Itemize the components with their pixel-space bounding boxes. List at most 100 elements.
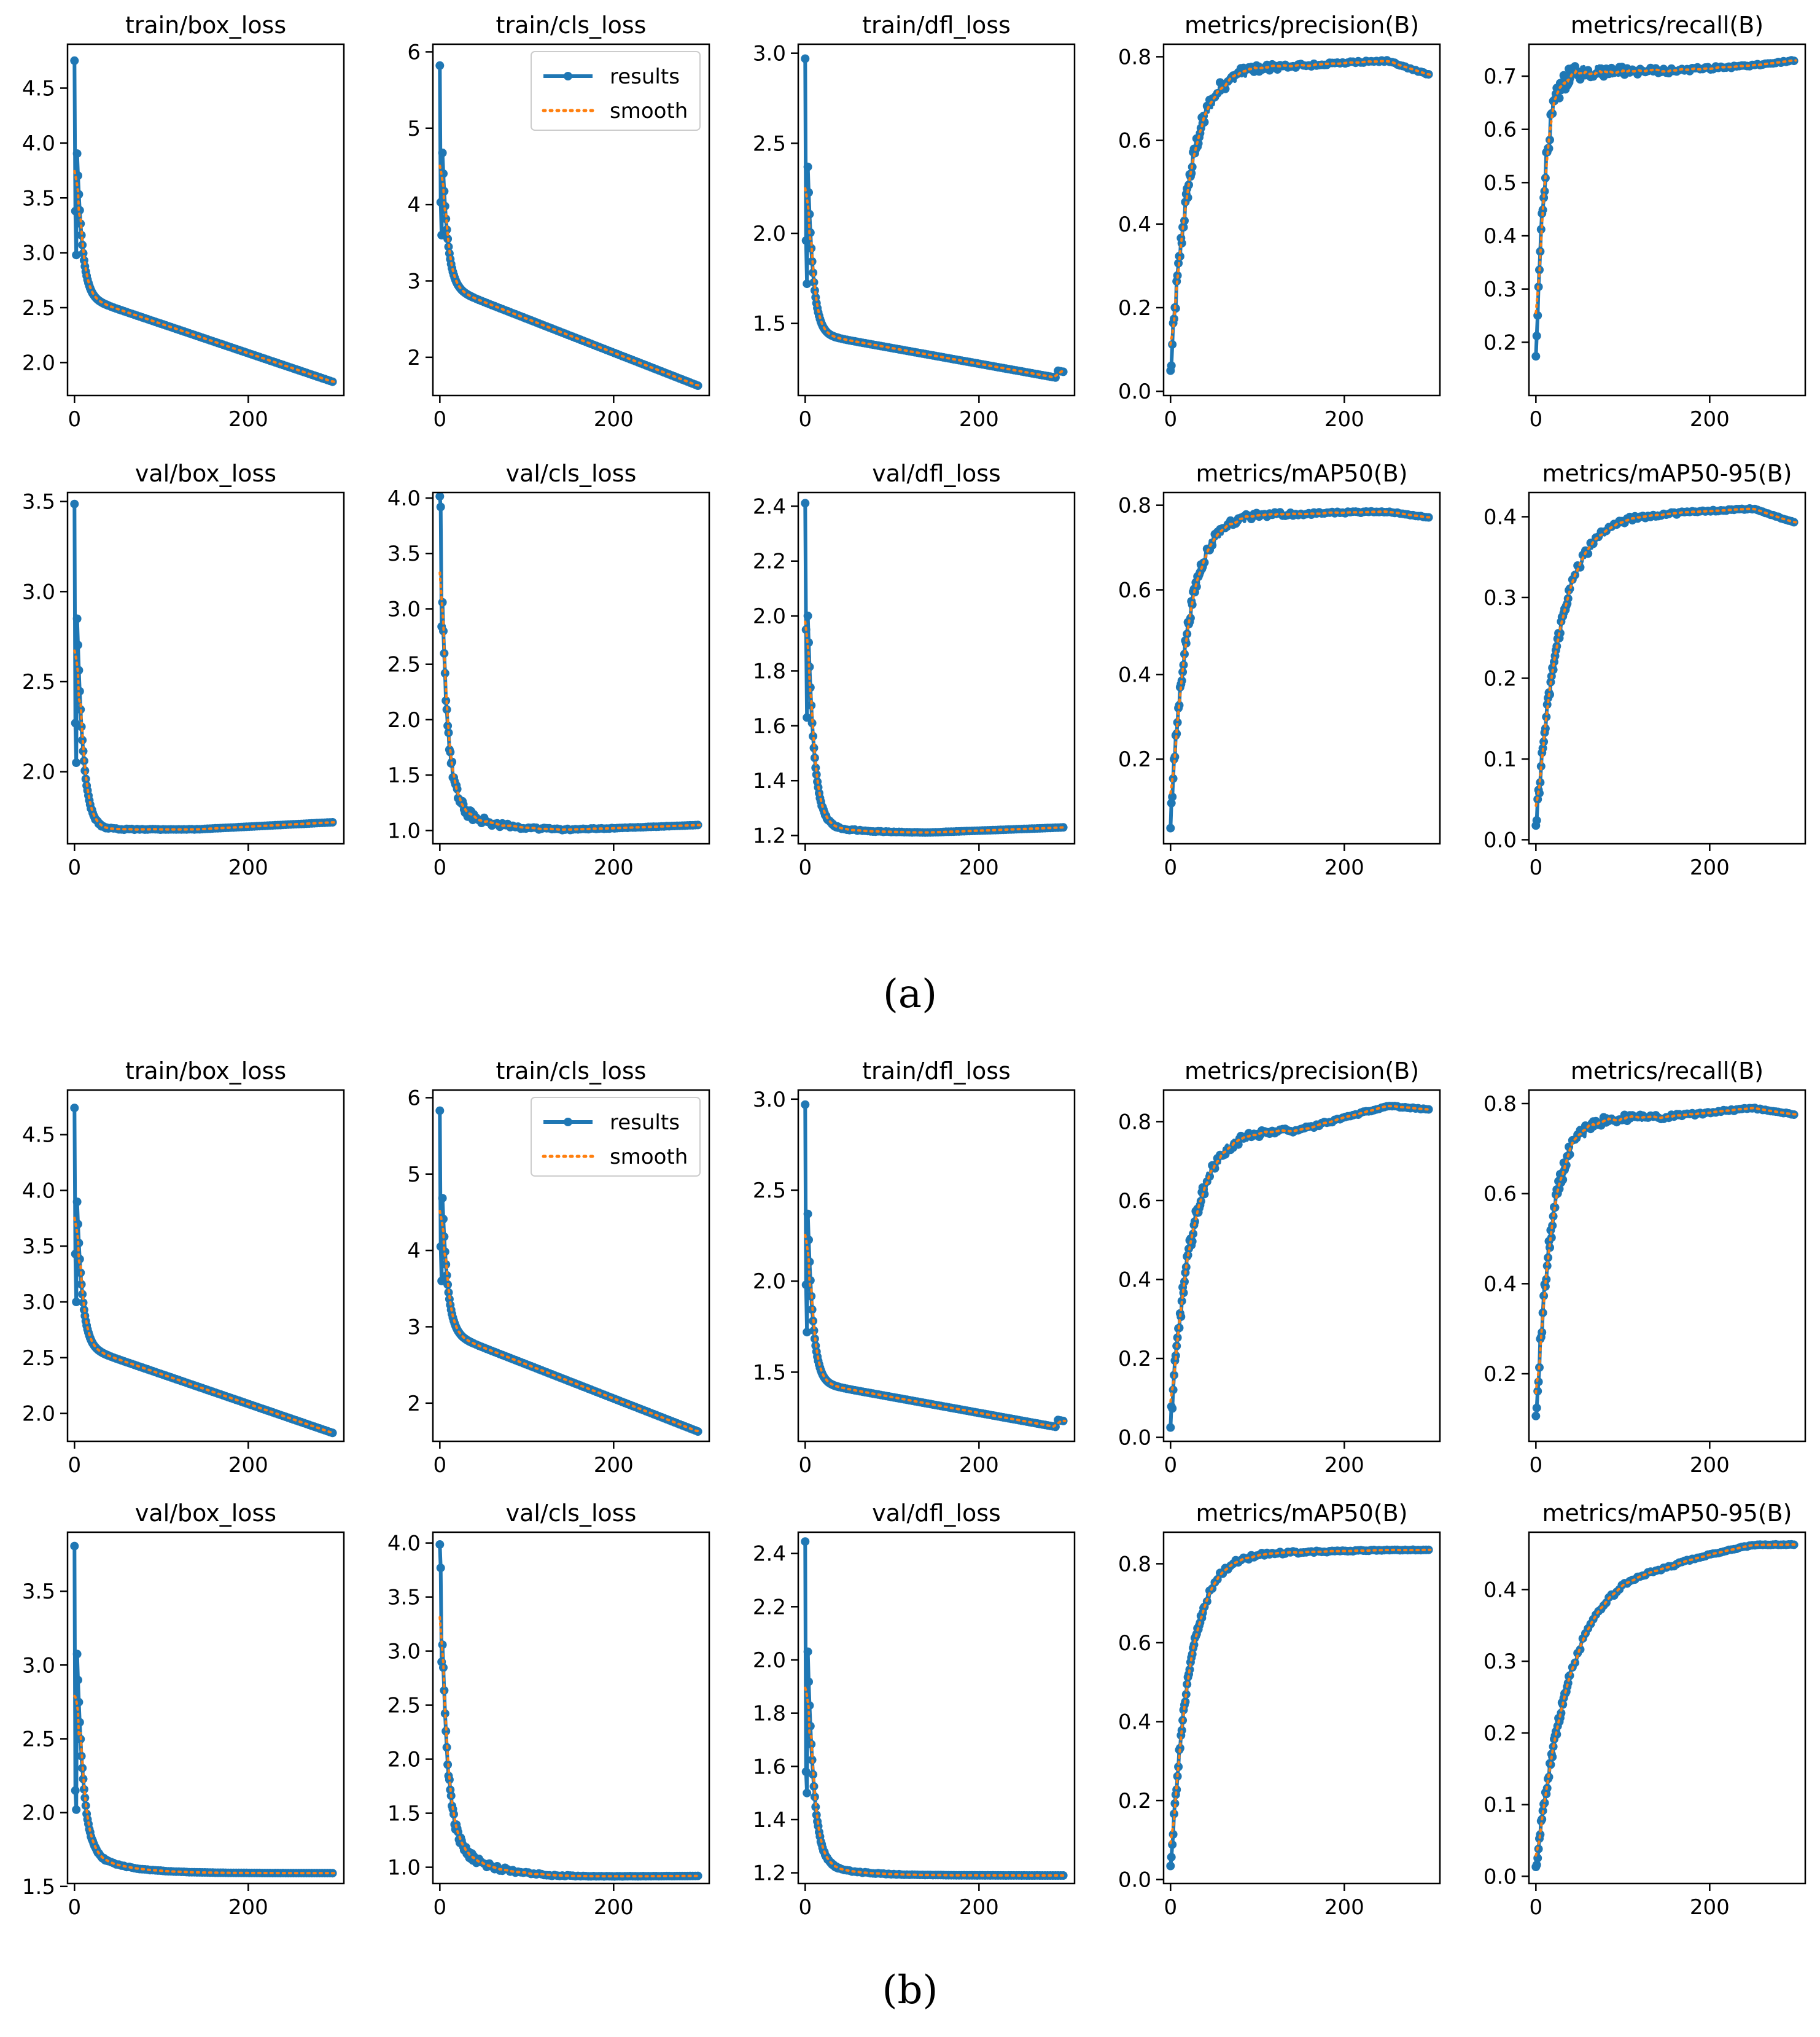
y-tick-label: 1.0 xyxy=(387,819,421,843)
x-tick-label: 0 xyxy=(799,407,812,432)
y-tick-label: 0.0 xyxy=(1118,380,1151,404)
y-tick-label: 2.5 xyxy=(753,1178,786,1203)
results-line xyxy=(438,1544,701,1879)
y-tick-label: 0.6 xyxy=(1118,578,1151,603)
plot-frame xyxy=(66,1089,345,1443)
data-point xyxy=(1565,74,1574,83)
chart-b4: metrics/precision(B) 0 200 0.0 0.2 0.4 0.6 0.8 xyxy=(1118,1057,1441,1478)
chart-title: train/dfl_loss xyxy=(862,12,1011,39)
legend-smooth-label: smooth xyxy=(610,99,688,123)
data-point xyxy=(72,614,82,623)
chart-title: metrics/mAP50(B) xyxy=(1196,460,1408,487)
smooth-line xyxy=(438,165,701,387)
data-point xyxy=(1167,361,1176,370)
data-point xyxy=(75,1718,84,1727)
figure-label-b: (b) xyxy=(882,1968,938,2013)
results-line xyxy=(1534,506,1797,826)
chart-a6: val/box_loss 0 200 2.0 2.5 3.0 3.5 xyxy=(22,460,345,880)
data-point xyxy=(807,701,816,710)
data-point xyxy=(1172,729,1181,738)
results-markers xyxy=(70,1541,337,1878)
data-point xyxy=(1177,239,1186,247)
y-tick-label: 0.2 xyxy=(1118,296,1151,321)
y-tick-label: 0.2 xyxy=(1484,666,1517,691)
y-tick-label: 1.4 xyxy=(753,769,786,793)
data-point xyxy=(1166,1861,1175,1871)
data-point xyxy=(1208,541,1217,550)
results-line xyxy=(1169,509,1431,828)
data-point xyxy=(1531,352,1541,361)
y-tick-label: 4 xyxy=(407,193,421,217)
results-line xyxy=(1169,1104,1431,1428)
data-point xyxy=(1189,1640,1199,1649)
chart-b3: train/dfl_loss 0 200 1.5 2.0 2.5 3.0 xyxy=(753,1057,1076,1478)
x-tick-label: 200 xyxy=(959,1895,999,1920)
legend-results-label: results xyxy=(610,64,680,89)
y-tick-label: 3.0 xyxy=(387,597,421,621)
y-tick-label: 0.5 xyxy=(1484,171,1517,195)
data-point xyxy=(807,719,817,728)
results-markers xyxy=(70,56,337,386)
y-tick-label: 2.5 xyxy=(22,1727,55,1751)
y-tick-label: 0.4 xyxy=(1484,505,1517,529)
x-tick-label: 0 xyxy=(1530,855,1543,880)
data-point xyxy=(801,1537,810,1546)
y-tick-label: 0.4 xyxy=(1118,212,1151,237)
y-tick-label: 3.0 xyxy=(22,1290,55,1315)
y-tick-label: 6 xyxy=(407,1086,421,1110)
data-point xyxy=(1172,1785,1181,1794)
results-markers xyxy=(1531,1104,1799,1420)
data-point xyxy=(1188,1237,1197,1246)
y-tick-label: 2.5 xyxy=(22,1346,55,1371)
data-point xyxy=(74,190,84,199)
x-tick-label: 200 xyxy=(1324,407,1364,432)
y-tick-label: 4.5 xyxy=(22,1123,55,1148)
y-tick-label: 2.0 xyxy=(753,222,786,246)
smooth-line xyxy=(1534,507,1797,807)
data-point xyxy=(1170,1799,1180,1808)
y-tick-label: 0.1 xyxy=(1484,1793,1517,1818)
results-line xyxy=(72,504,335,832)
data-point xyxy=(1166,1423,1175,1432)
x-tick-label: 0 xyxy=(799,1895,812,1920)
y-tick-label: 3.5 xyxy=(22,1234,55,1259)
data-point xyxy=(803,1328,812,1337)
y-tick-label: 2.0 xyxy=(22,351,55,375)
data-point xyxy=(1563,1678,1573,1688)
y-tick-label: 1.2 xyxy=(753,1861,786,1886)
plot-frame xyxy=(1528,43,1806,397)
data-point xyxy=(77,231,86,240)
chart-title: train/box_loss xyxy=(125,1057,286,1085)
plot-frame xyxy=(432,1089,710,1443)
results-markers xyxy=(1531,1540,1799,1871)
data-point xyxy=(1546,1243,1554,1252)
data-point xyxy=(72,758,81,767)
x-tick-label: 200 xyxy=(228,1453,268,1478)
y-tick-label: 0.8 xyxy=(1118,1552,1151,1576)
chart-b2: train/cls_loss 0 200 2 3 4 5 6 results smooth xyxy=(407,1057,710,1478)
y-tick-label: 3.5 xyxy=(387,1586,421,1610)
y-tick-label: 2.5 xyxy=(387,653,421,677)
data-point xyxy=(441,1727,451,1735)
y-tick-label: 2.4 xyxy=(753,494,786,519)
y-tick-label: 5 xyxy=(407,117,421,141)
y-tick-label: 3.5 xyxy=(22,186,55,211)
data-point xyxy=(1168,1840,1177,1849)
chart-b10: metrics/mAP50-95(B) 0 200 0.0 0.1 0.2 0.3 0.4 xyxy=(1484,1500,1806,1920)
results-line xyxy=(803,503,1066,835)
data-point xyxy=(803,1209,812,1218)
data-point xyxy=(328,1428,337,1438)
chart-title: metrics/recall(B) xyxy=(1571,1057,1764,1085)
smooth-line xyxy=(73,1694,336,1875)
data-point xyxy=(801,1100,810,1109)
y-tick-label: 0.6 xyxy=(1484,1182,1517,1207)
y-tick-label: 2.0 xyxy=(753,1269,786,1294)
results-line xyxy=(803,58,1066,380)
results-markers xyxy=(801,1100,1068,1431)
y-tick-label: 0.4 xyxy=(1118,1710,1151,1734)
y-tick-label: 0.4 xyxy=(1484,1272,1517,1296)
legend: results smooth xyxy=(531,1097,701,1177)
x-tick-label: 200 xyxy=(1690,855,1730,880)
x-tick-label: 0 xyxy=(434,1895,447,1920)
